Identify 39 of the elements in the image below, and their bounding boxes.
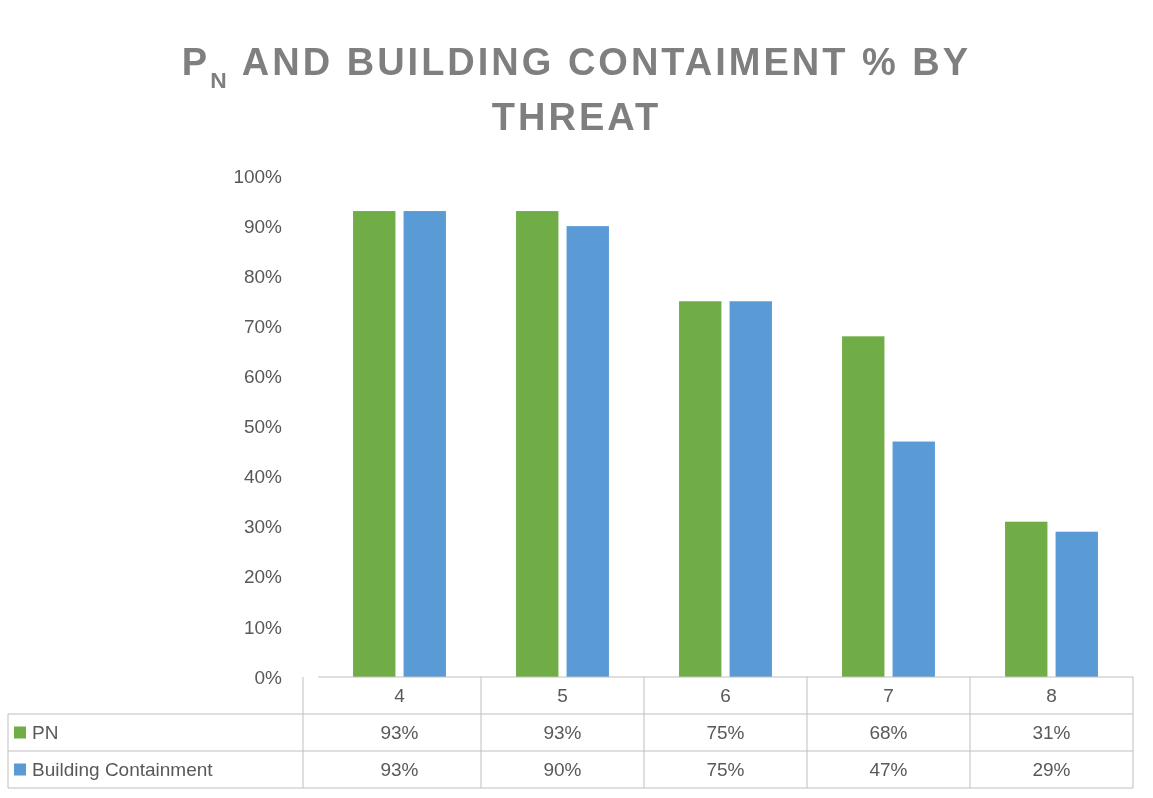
y-tick-label: 60% [243,366,283,388]
data-label: 75% [706,759,745,781]
bar [679,301,722,677]
legend-label: Building Containment [32,759,214,781]
data-label: 75% [706,722,745,744]
data-label: 31% [1032,722,1071,744]
data-label: 47% [869,759,908,781]
bar [1005,521,1048,677]
chart-title: P$_{N}$ AND BUILDING CONTAIMENT % BY THREAT [181,41,972,138]
x-tick-label: 7 [883,685,894,707]
y-tick-label: 0% [254,666,283,688]
bar [403,211,446,677]
data-label: 90% [543,759,582,781]
x-tick-label: 4 [394,685,406,707]
bar [1055,531,1098,677]
x-tick-label: 5 [557,685,568,707]
y-tick-label: 90% [243,215,283,237]
bar [353,211,396,677]
data-label: 93% [543,722,582,744]
y-tick-label: 100% [233,165,283,187]
data-label: 68% [869,722,908,744]
y-tick-label: 50% [243,416,283,438]
y-tick-label: 40% [243,466,283,488]
x-tick-label: 8 [1046,685,1057,707]
legend-label: PN [32,722,59,744]
bar [729,301,772,677]
bar [566,226,609,677]
bar [842,336,885,677]
data-label: 93% [380,722,419,744]
y-tick-label: 70% [243,315,283,337]
y-tick-label: 10% [243,616,283,638]
y-tick-label: 30% [243,516,283,538]
bar [516,211,559,677]
x-tick-label: 6 [720,685,731,707]
y-tick-label: 20% [243,566,283,588]
y-tick-label: 80% [243,265,283,287]
bar [892,441,935,677]
data-label: 93% [380,759,419,781]
data-label: 29% [1032,759,1071,781]
